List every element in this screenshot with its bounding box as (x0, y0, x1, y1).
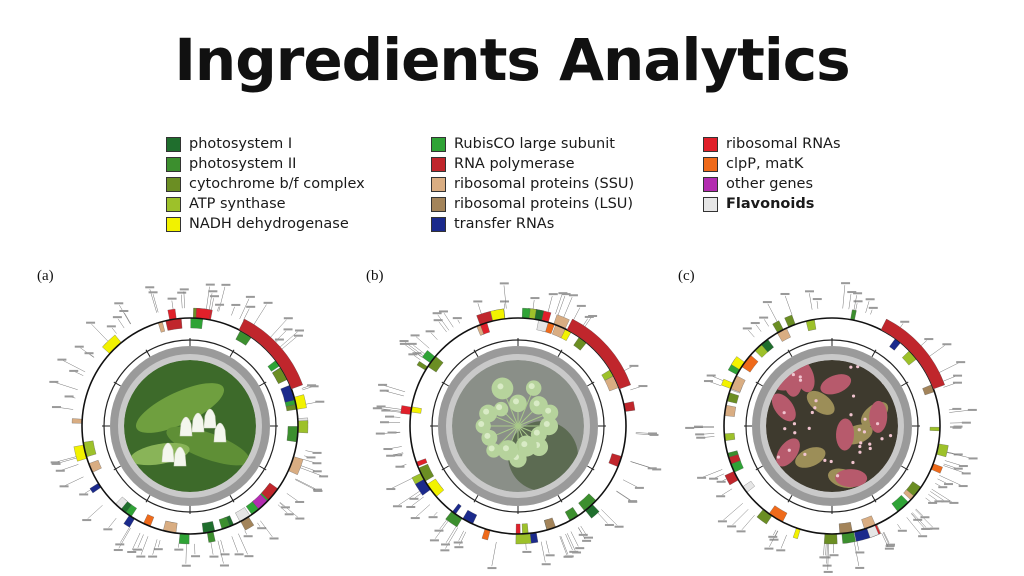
legend-item: ribosomal RNAs (703, 134, 841, 154)
legend-swatch (431, 176, 446, 192)
genome-map-svg (372, 282, 662, 570)
legend-label: photosystem II (189, 156, 297, 172)
legend-label: ATP synthase (189, 196, 286, 212)
legend-swatch (166, 156, 181, 172)
legend-item: RubisCO large subunit (431, 134, 634, 154)
legend-swatch (431, 156, 446, 172)
legend-column-1: photosystem I photosystem II cytochrome … (166, 134, 365, 234)
legend-swatch (166, 196, 181, 212)
legend-label: ribosomal RNAs (726, 136, 841, 152)
legend-item: RNA polymerase (431, 154, 634, 174)
legend-swatch (703, 156, 718, 172)
legend-label: cytochrome b/f complex (189, 176, 365, 192)
legend-label: clpP, matK (726, 156, 804, 172)
legend-swatch (166, 176, 181, 192)
page-title: Ingredients Analytics (174, 26, 850, 94)
green-umbel-flower-photo (452, 360, 584, 492)
panel-label-a: (a) (37, 268, 54, 284)
legend-swatch (703, 196, 718, 212)
legend-swatch (166, 216, 181, 232)
legend-swatch (166, 136, 181, 152)
legend-label: NADH dehydrogenase (189, 216, 349, 232)
legend-label: photosystem I (189, 136, 293, 152)
white-bell-flower-photo (124, 360, 256, 492)
legend-label: other genes (726, 176, 814, 192)
legend-label: RubisCO large subunit (454, 136, 615, 152)
legend-item: cytochrome b/f complex (166, 174, 365, 194)
genome-map-c (672, 248, 992, 576)
legend-swatch (431, 196, 446, 212)
legend-item: ATP synthase (166, 194, 365, 214)
legend-item: other genes (703, 174, 841, 194)
legend-column-3: ribosomal RNAs clpP, matK other genes Fl… (703, 134, 841, 214)
legend-item: transfer RNAs (431, 214, 634, 234)
legend-item: ribosomal proteins (SSU) (431, 174, 634, 194)
legend-swatch (703, 176, 718, 192)
legend-label: Flavonoids (726, 196, 815, 212)
genome-map-svg (49, 283, 329, 567)
legend-item: Flavonoids (703, 194, 841, 214)
legend-label: RNA polymerase (454, 156, 575, 172)
legend-label: ribosomal proteins (LSU) (454, 196, 634, 212)
genome-map-svg (685, 282, 978, 573)
legend-label: ribosomal proteins (SSU) (454, 176, 635, 192)
legend-swatch (431, 136, 446, 152)
panel-label-b: (b) (366, 268, 384, 284)
genome-map-a (30, 248, 350, 576)
legend-label: transfer RNAs (454, 216, 555, 232)
legend-swatch (703, 136, 718, 152)
legend-item: clpP, matK (703, 154, 841, 174)
legend-swatch (431, 216, 446, 232)
genome-map-b (358, 248, 678, 576)
legend-item: ribosomal proteins (LSU) (431, 194, 634, 214)
panel-label-c: (c) (678, 268, 695, 284)
legend-column-2: RubisCO large subunit RNA polymerase rib… (431, 134, 634, 234)
legend-item: photosystem II (166, 154, 365, 174)
gene-legend: photosystem I photosystem II cytochrome … (0, 134, 1024, 244)
legend-item: NADH dehydrogenase (166, 214, 365, 234)
legend-item: photosystem I (166, 134, 365, 154)
